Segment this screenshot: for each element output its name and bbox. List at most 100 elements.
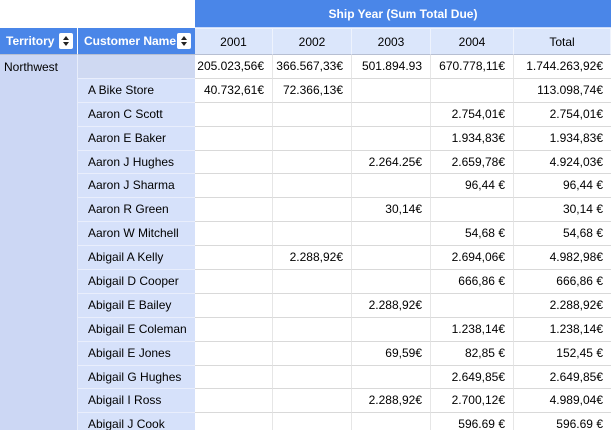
value-cell (273, 413, 352, 430)
customer-cell: Abigail I Ross (78, 389, 195, 414)
value-cell: 1.934,83€ (514, 126, 611, 151)
value-cell: 72.366,13€ (273, 78, 352, 103)
sort-desc-icon (63, 42, 69, 46)
value-cell: 2.700,12€ (431, 389, 514, 414)
value-cell (195, 174, 273, 199)
value-cell (352, 222, 431, 247)
value-cell: 152,45 € (514, 341, 611, 366)
value-cell: 96,44 € (514, 174, 611, 199)
customer-cell: Aaron J Hughes (78, 150, 195, 175)
value-cell: 1.744.263,92€ (514, 55, 611, 79)
value-cell (195, 150, 273, 175)
sort-asc-icon (63, 36, 69, 40)
corner-spacer (0, 0, 195, 28)
value-cell: 2.649,85€ (514, 365, 611, 390)
value-cell: 596.69 € (514, 413, 611, 430)
value-cell (195, 102, 273, 127)
customer-cell: Abigail D Cooper (78, 270, 195, 294)
sort-button[interactable] (59, 33, 73, 49)
value-cell: 2.649,85€ (431, 365, 514, 390)
customer-cell: Abigail E Jones (78, 341, 195, 366)
value-cell: 596.69 € (431, 413, 514, 430)
value-cell: 82,85 € (431, 341, 514, 366)
value-cell (431, 78, 514, 103)
value-cell: 366.567,33€ (273, 55, 352, 79)
customer-cell: Abigail G Hughes (78, 365, 195, 390)
value-cell (352, 317, 431, 342)
group-header: Ship Year (Sum Total Due) (195, 0, 611, 28)
value-cell: 2.288,92€ (514, 293, 611, 318)
value-cell (273, 198, 352, 223)
value-cell (195, 389, 273, 414)
value-cell (352, 270, 431, 294)
customer-column-header[interactable]: Customer Name (78, 28, 195, 55)
value-cell: 4.982,98€ (514, 246, 611, 271)
value-cell (352, 102, 431, 127)
value-cell: 54,68 € (431, 222, 514, 247)
value-cell (352, 246, 431, 271)
value-cell: 666,86 € (431, 270, 514, 294)
value-cell (273, 317, 352, 342)
sort-desc-icon (181, 42, 187, 46)
value-cell (273, 102, 352, 127)
territory-column-header[interactable]: Territory (0, 28, 78, 55)
year-column-header-2002: 2002 (273, 28, 352, 55)
value-cell: 501.894.93 (352, 55, 431, 79)
value-cell (195, 198, 273, 223)
value-cell (352, 174, 431, 199)
value-cell (431, 198, 514, 223)
value-cell (273, 222, 352, 247)
value-cell (273, 174, 352, 199)
value-cell: 1.238,14€ (514, 317, 611, 342)
value-cell (273, 270, 352, 294)
customer-cell: Abigail A Kelly (78, 246, 195, 271)
value-cell (195, 413, 273, 430)
customer-cell: Aaron W Mitchell (78, 222, 195, 247)
value-cell (352, 413, 431, 430)
customer-cell: Aaron J Sharma (78, 174, 195, 199)
value-cell (195, 126, 273, 151)
sort-button[interactable] (177, 33, 191, 49)
value-cell (195, 365, 273, 390)
value-cell: 1.934,83€ (431, 126, 514, 151)
customer-cell: Aaron C Scott (78, 102, 195, 127)
value-cell (195, 317, 273, 342)
value-cell: 670.778,11€ (431, 55, 514, 79)
value-cell: 113.098,74€ (514, 78, 611, 103)
value-cell (273, 389, 352, 414)
value-cell: 1.238,14€ (431, 317, 514, 342)
value-cell (195, 341, 273, 366)
value-cell: 2.288,92€ (273, 246, 352, 271)
customer-cell: Abigail J Cook (78, 413, 195, 430)
value-cell: 96,44 € (431, 174, 514, 199)
value-cell: 2.288,92€ (352, 389, 431, 414)
sort-asc-icon (181, 36, 187, 40)
value-cell: 2.754,01€ (431, 102, 514, 127)
year-column-header-total: Total (514, 28, 611, 55)
value-cell: 30,14€ (352, 198, 431, 223)
value-cell: 2.754,01€ (514, 102, 611, 127)
value-cell: 2.694,06€ (431, 246, 514, 271)
customer-cell: Abigail E Coleman (78, 317, 195, 342)
customer-cell: Aaron R Green (78, 198, 195, 223)
value-cell (273, 150, 352, 175)
value-cell: 69,59€ (352, 341, 431, 366)
value-cell: 30,14 € (514, 198, 611, 223)
value-cell: 4.989,04€ (514, 389, 611, 414)
value-cell (352, 126, 431, 151)
customer-column-header-label: Customer Name (84, 34, 177, 48)
customer-cell: A Bike Store (78, 78, 195, 103)
value-cell: 2.288,92€ (352, 293, 431, 318)
value-cell: 2.659,78€ (431, 150, 514, 175)
value-cell (273, 126, 352, 151)
value-cell (195, 293, 273, 318)
customer-cell (78, 55, 195, 79)
year-column-header-2003: 2003 (352, 28, 431, 55)
value-cell (195, 246, 273, 271)
value-cell: 54,68 € (514, 222, 611, 247)
value-cell: 40.732,61€ (195, 78, 273, 103)
value-cell: 4.924,03€ (514, 150, 611, 175)
value-cell (195, 270, 273, 294)
